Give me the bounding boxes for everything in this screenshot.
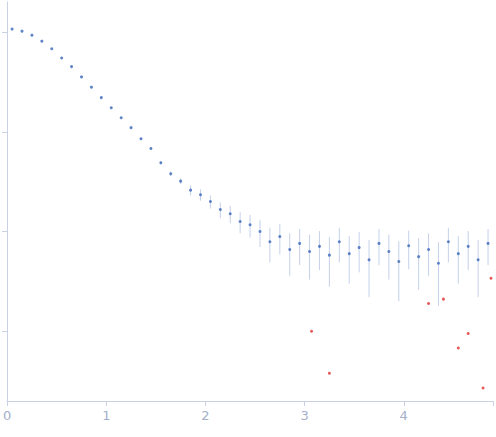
- svg-text:0: 0: [3, 408, 11, 423]
- svg-text:4: 4: [400, 408, 408, 423]
- svg-text:2: 2: [201, 408, 209, 423]
- svg-text:1: 1: [102, 408, 110, 423]
- svg-text:3: 3: [300, 408, 308, 423]
